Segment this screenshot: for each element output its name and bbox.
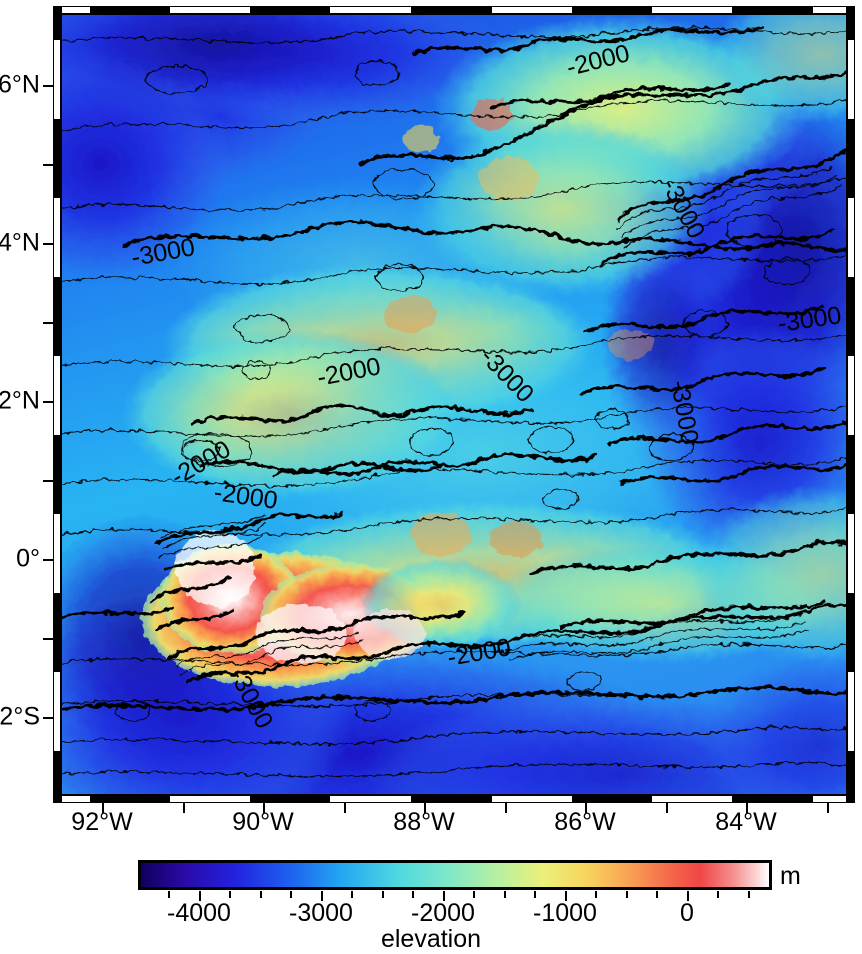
colorbar-tick	[687, 891, 689, 901]
x-tick	[344, 803, 346, 813]
colorbar-label-3000: -3000	[289, 899, 353, 927]
colorbar-minor-tick	[382, 891, 384, 898]
y-tick	[43, 717, 53, 719]
map-frame-right	[846, 6, 855, 803]
y-axis-label-2s: 2°S	[0, 702, 40, 731]
colorbar-minor-tick	[473, 891, 475, 898]
colorbar-label-2000: -2000	[411, 899, 475, 927]
x-axis-label-88w: 88°W	[393, 808, 455, 836]
colorbar-tick	[565, 891, 567, 901]
colorbar-minor-tick	[351, 891, 353, 898]
x-axis-label-84w: 84°W	[715, 808, 777, 836]
colorbar-minor-tick	[595, 891, 597, 898]
colorbar-tick	[443, 891, 445, 901]
x-axis-label-92w: 92°W	[71, 808, 133, 836]
y-tick	[43, 401, 53, 403]
colorbar-label-4000: -4000	[167, 899, 231, 927]
colorbar-minor-tick	[656, 891, 658, 898]
y-tick	[43, 85, 53, 87]
colorbar-tick	[199, 891, 201, 901]
y-tick	[43, 322, 53, 324]
map-frame-left	[53, 6, 62, 803]
x-axis-label-90w: 90°W	[232, 808, 294, 836]
x-tick	[102, 803, 104, 813]
x-tick	[827, 803, 829, 813]
y-axis-label-0: 0°	[16, 544, 40, 573]
colorbar-unit-label: m	[780, 862, 801, 890]
colorbar-minor-tick	[717, 891, 719, 898]
x-tick	[746, 803, 748, 813]
map-raster-canvas[interactable]: -3000 -2000 -3000 -3000 -2000 -3000 -300…	[61, 14, 847, 795]
colorbar-minor-tick	[260, 891, 262, 898]
colorbar-minor-tick	[412, 891, 414, 898]
y-axis-label-4n: 4°N	[0, 228, 40, 257]
y-tick	[43, 164, 53, 166]
x-axis-label-86w: 86°W	[554, 808, 616, 836]
colorbar-gradient	[141, 863, 769, 887]
colorbar-box[interactable]	[138, 860, 772, 890]
x-tick	[183, 803, 185, 813]
colorbar-minor-tick	[748, 891, 750, 898]
y-tick	[43, 243, 53, 245]
contour-lines	[61, 26, 847, 777]
colorbar-tick	[321, 891, 323, 901]
colorbar-title: elevation	[380, 925, 482, 953]
y-tick	[43, 559, 53, 561]
x-tick	[424, 803, 426, 813]
colorbar-minor-tick	[626, 891, 628, 898]
colorbar-minor-tick	[168, 891, 170, 898]
x-tick	[585, 803, 587, 813]
y-tick	[43, 638, 53, 640]
colorbar-minor-tick	[534, 891, 536, 898]
x-tick	[505, 803, 507, 813]
y-axis-label-2n: 2°N	[0, 386, 40, 415]
colorbar-minor-tick	[504, 891, 506, 898]
bathymetry-raster: -3000 -2000 -3000 -3000 -2000 -3000 -300…	[61, 14, 847, 795]
y-tick	[43, 480, 53, 482]
x-tick	[666, 803, 668, 813]
colorbar-label-1000: -1000	[533, 899, 597, 927]
colorbar-minor-tick	[290, 891, 292, 898]
x-tick	[263, 803, 265, 813]
y-axis-label-6n: 6°N	[0, 70, 40, 99]
colorbar-label-0: 0	[680, 899, 694, 927]
colorbar-minor-tick	[229, 891, 231, 898]
